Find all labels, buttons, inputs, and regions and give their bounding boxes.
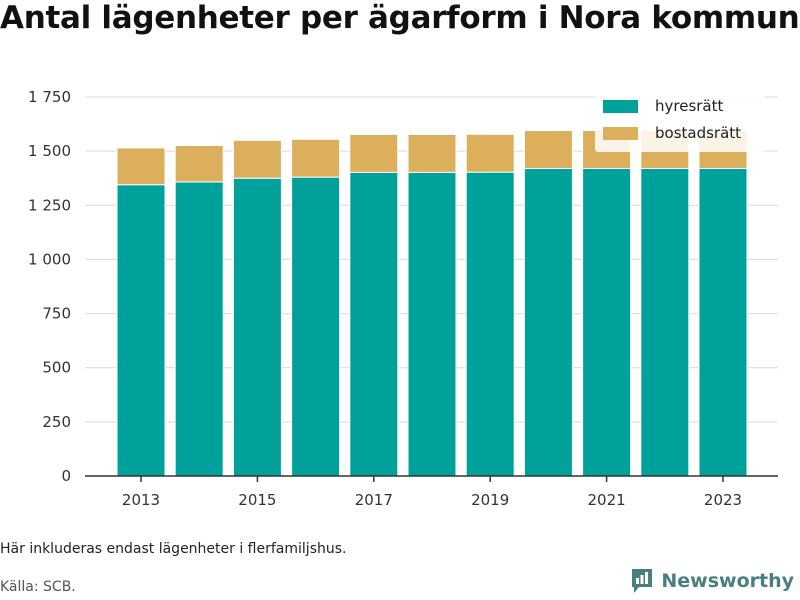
y-tick-label: 1 250 (28, 196, 71, 214)
x-tick-label: 2017 (355, 491, 393, 509)
source-text: Källa: SCB. (0, 579, 76, 595)
bar-bostadsrätt-2017 (349, 133, 399, 173)
bar-hyresrätt-2018 (407, 171, 457, 477)
legend-label-hyresrätt: hyresrätt (655, 97, 724, 115)
x-tick-label: 2015 (238, 491, 276, 509)
bar-bostadsrätt-2015 (232, 139, 282, 179)
bar-bostadsrätt-2019 (465, 133, 515, 173)
legend: hyresrätt bostadsrätt (595, 90, 765, 152)
page-title: Antal lägenheter per ägarform i Nora kom… (0, 0, 800, 36)
footnote: Här inkluderas endast lägenheter i flerf… (0, 541, 347, 557)
x-tick-label: 2013 (122, 491, 160, 509)
x-tick-label: 2019 (471, 491, 509, 509)
bar-hyresrätt-2014 (174, 181, 224, 477)
bar-bostadsrätt-2013 (116, 147, 166, 186)
bar-bostadsrätt-2014 (174, 145, 224, 183)
legend-swatch-hyresrätt (603, 100, 638, 113)
newsworthy-logo-icon (632, 569, 653, 593)
x-tick-label: 2023 (704, 491, 742, 509)
bar-hyresrätt-2021 (582, 167, 632, 477)
x-tick-label: 2021 (588, 491, 626, 509)
y-tick-label: 1 000 (28, 250, 71, 268)
bar-bostadsrätt-2016 (291, 138, 341, 178)
y-tick-label: 250 (42, 413, 71, 431)
y-tick-label: 0 (61, 467, 71, 485)
legend-swatch-bostadsrätt (603, 127, 638, 140)
bar-hyresrätt-2015 (232, 177, 282, 477)
y-tick-label: 500 (42, 359, 71, 377)
y-tick-label: 1 750 (28, 88, 71, 106)
axes: 0 250 500 750 1 000 1 250 1 500 1 750 2013 2015 20… (28, 88, 778, 509)
stacked-bar-chart: 0 250 500 750 1 000 1 250 1 500 1 750 2013 2015 20… (28, 88, 778, 509)
legend-label-bostadsrätt: bostadsrätt (655, 124, 741, 142)
y-tick-label: 1 500 (28, 142, 71, 160)
bar-hyresrätt-2023 (698, 167, 748, 477)
newsworthy-logo: Newsworthy (630, 567, 794, 595)
bar-hyresrätt-2013 (116, 184, 166, 477)
y-tick-label: 750 (42, 305, 71, 323)
bar-hyresrätt-2017 (349, 171, 399, 477)
bar-hyresrätt-2016 (291, 176, 341, 477)
bar-bostadsrätt-2020 (523, 130, 573, 169)
bar-bostadsrätt-2018 (407, 133, 457, 173)
bars (116, 130, 748, 477)
bar-hyresrätt-2020 (523, 167, 573, 477)
newsworthy-logo-text: Newsworthy (661, 570, 794, 592)
bar-hyresrätt-2019 (465, 171, 515, 477)
bar-hyresrätt-2022 (640, 167, 690, 477)
